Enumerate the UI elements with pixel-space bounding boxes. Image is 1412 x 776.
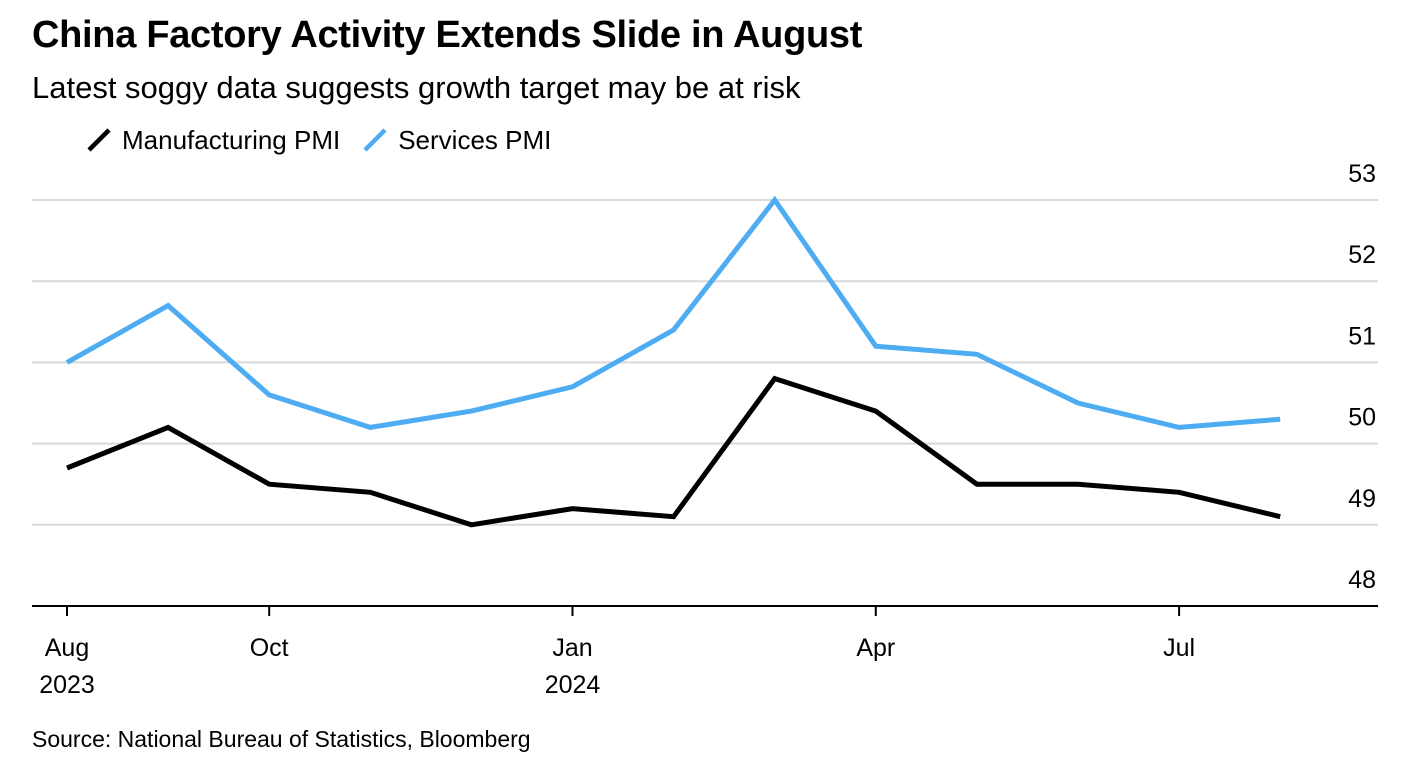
legend-item-services: Services PMI bbox=[362, 125, 551, 156]
y-tick-label-49: 49 bbox=[1348, 485, 1376, 513]
x-tick-year-2023: 2023 bbox=[39, 671, 95, 699]
chart-source: Source: National Bureau of Statistics, B… bbox=[32, 726, 531, 752]
legend-label-manufacturing: Manufacturing PMI bbox=[122, 124, 341, 155]
chart-title: China Factory Activity Extends Slide in … bbox=[32, 14, 863, 56]
legend-swatch-services bbox=[363, 128, 387, 152]
y-tick-label-53: 53 bbox=[1348, 160, 1376, 188]
legend-label-services: Services PMI bbox=[398, 124, 552, 155]
y-tick-label-50: 50 bbox=[1348, 404, 1376, 432]
x-tick-label-jan: Jan bbox=[552, 634, 592, 662]
series-line-manufacturing bbox=[66, 375, 1281, 528]
legend-item-manufacturing: Manufacturing PMI bbox=[86, 125, 340, 156]
y-tick-label-51: 51 bbox=[1348, 322, 1376, 350]
y-tick-label-48: 48 bbox=[1348, 566, 1376, 594]
x-tick-year-2024: 2024 bbox=[545, 671, 601, 699]
chart-subtitle: Latest soggy data suggests growth target… bbox=[32, 70, 801, 105]
y-tick-label-52: 52 bbox=[1348, 241, 1376, 269]
x-tick-label-jul: Jul bbox=[1163, 634, 1195, 662]
legend-swatch-manufacturing bbox=[87, 128, 111, 152]
x-tick-label-oct: Oct bbox=[250, 634, 289, 662]
x-tick-label-apr: Apr bbox=[856, 634, 895, 662]
x-tick-label-aug: Aug bbox=[45, 634, 89, 662]
chart-legend: Manufacturing PMI Services PMI bbox=[86, 122, 573, 158]
series-line-services bbox=[65, 195, 1281, 430]
